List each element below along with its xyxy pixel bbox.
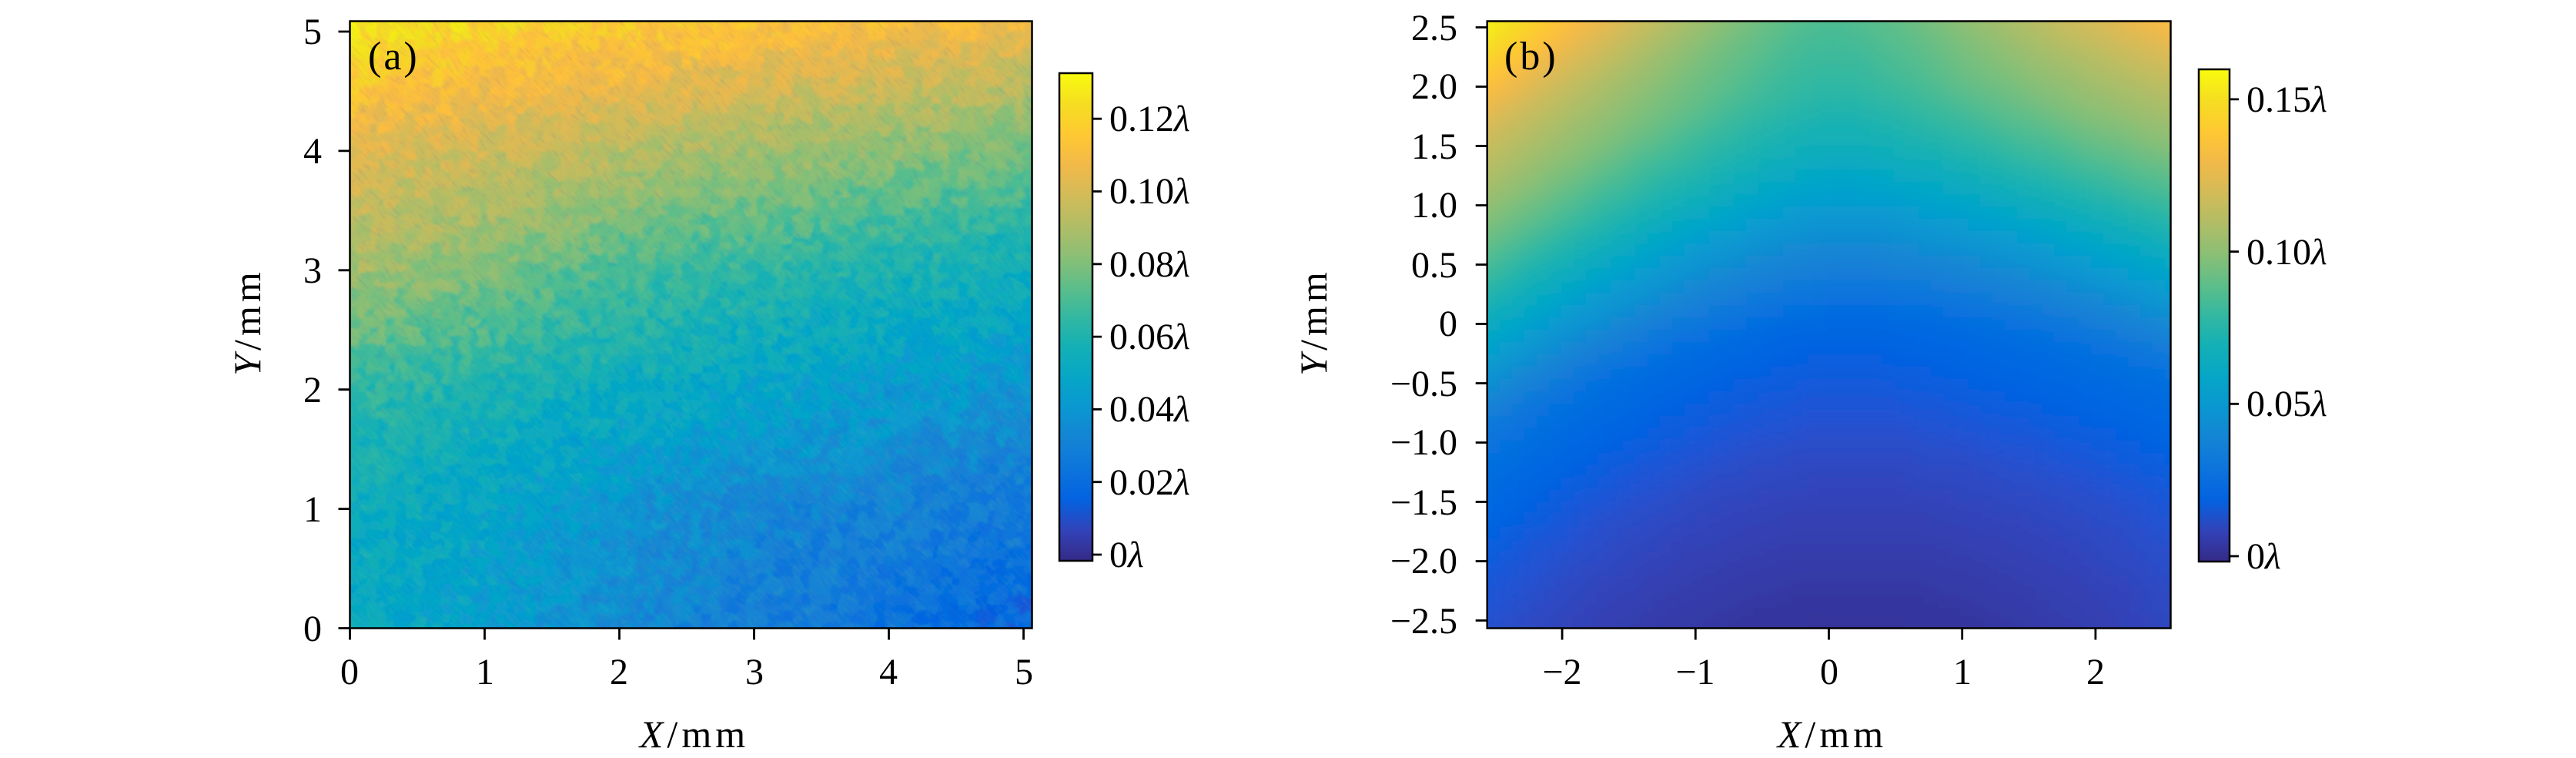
svg-text:2.0: 2.0 — [1411, 66, 1457, 107]
svg-text:(b): (b) — [1504, 35, 1558, 79]
svg-text:−1.5: −1.5 — [1390, 482, 1457, 523]
svg-text:0.10λ: 0.10λ — [2246, 232, 2327, 273]
svg-text:0.04λ: 0.04λ — [1109, 389, 1190, 430]
svg-text:−0.5: −0.5 — [1390, 364, 1457, 404]
svg-text:2: 2 — [610, 652, 628, 693]
svg-text:−2.0: −2.0 — [1390, 541, 1457, 582]
svg-text:Y/mm: Y/mm — [1292, 268, 1335, 376]
svg-text:0.05λ: 0.05λ — [2246, 384, 2327, 424]
svg-text:0.02λ: 0.02λ — [1109, 462, 1190, 503]
svg-text:(a): (a) — [368, 35, 420, 79]
svg-text:0: 0 — [303, 609, 322, 649]
svg-text:−1.0: −1.0 — [1390, 422, 1457, 463]
svg-text:0: 0 — [1820, 652, 1838, 693]
svg-text:0.15λ: 0.15λ — [2246, 79, 2327, 120]
svg-text:−2: −2 — [1542, 652, 1581, 693]
svg-text:−1: −1 — [1675, 652, 1715, 693]
svg-text:−2.5: −2.5 — [1390, 601, 1457, 642]
svg-text:1.5: 1.5 — [1411, 126, 1457, 167]
svg-text:3: 3 — [745, 652, 764, 693]
svg-text:2: 2 — [2086, 652, 2105, 693]
svg-text:0λ: 0λ — [1109, 535, 1144, 575]
svg-text:0: 0 — [340, 652, 359, 693]
svg-text:4: 4 — [879, 652, 898, 693]
svg-text:1: 1 — [476, 652, 494, 693]
svg-text:0.5: 0.5 — [1411, 245, 1457, 286]
svg-text:X/mm: X/mm — [1776, 713, 1887, 756]
svg-text:1: 1 — [1953, 652, 1972, 693]
svg-text:5: 5 — [303, 12, 322, 52]
svg-text:2.5: 2.5 — [1411, 8, 1457, 49]
svg-text:2: 2 — [303, 370, 322, 411]
svg-text:X/mm: X/mm — [638, 713, 749, 756]
svg-text:Y/mm: Y/mm — [226, 268, 269, 376]
svg-text:4: 4 — [303, 131, 322, 172]
svg-text:0.10λ: 0.10λ — [1109, 171, 1190, 212]
svg-text:0.06λ: 0.06λ — [1109, 317, 1190, 357]
svg-text:1.0: 1.0 — [1411, 185, 1457, 226]
svg-text:0.08λ: 0.08λ — [1109, 244, 1190, 285]
svg-text:0λ: 0λ — [2246, 536, 2281, 577]
svg-text:0.12λ: 0.12λ — [1109, 99, 1190, 139]
svg-text:1: 1 — [303, 489, 322, 530]
svg-text:0: 0 — [1439, 304, 1457, 344]
svg-text:5: 5 — [1015, 652, 1033, 693]
svg-text:3: 3 — [303, 250, 322, 291]
